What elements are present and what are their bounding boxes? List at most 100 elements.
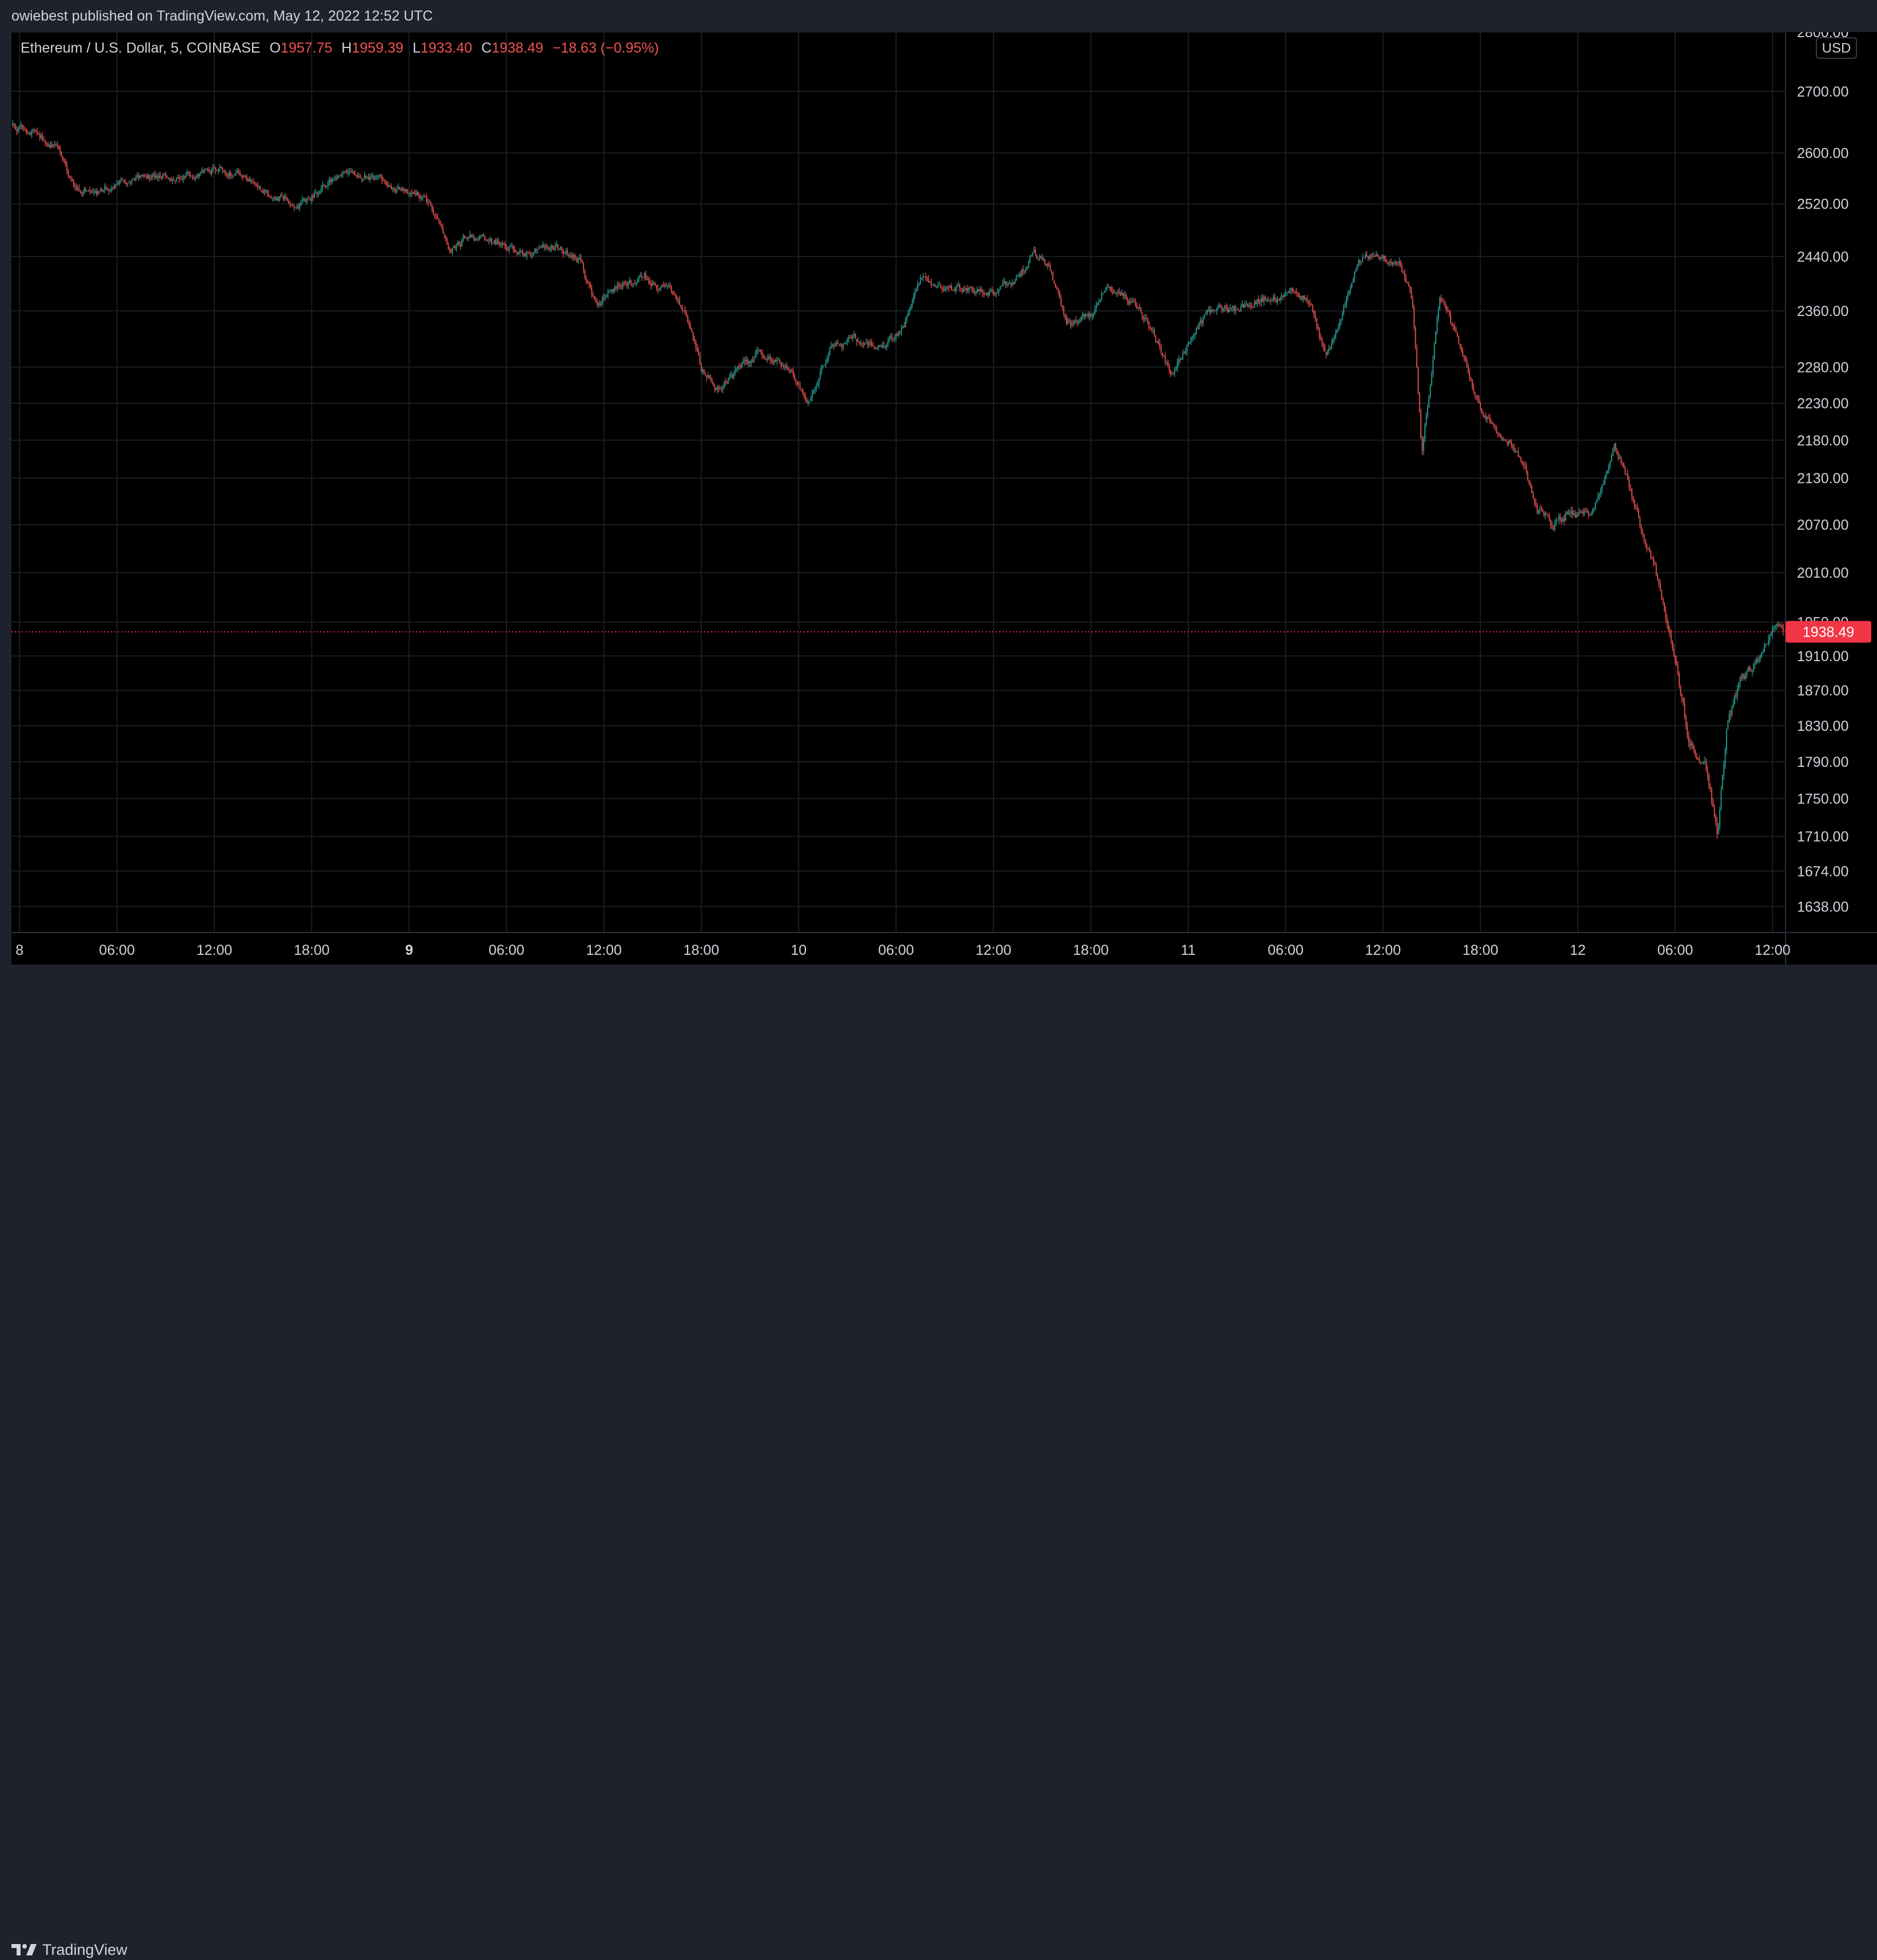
candle-body [922,276,924,278]
candle-body [96,191,97,194]
candle-body [961,288,963,291]
candle-body [263,190,265,194]
candle-body [235,173,237,174]
candle-body [1181,358,1182,360]
candle-body [1481,409,1483,414]
candle-body [1467,365,1469,373]
candle-body [137,175,138,177]
candle-body [1673,648,1675,655]
candle-body [1683,698,1684,703]
candle-body [478,235,480,239]
candle-body [1425,415,1427,425]
currency-badge[interactable]: USD [1816,37,1857,59]
candle-body [1171,374,1173,375]
candle-body [1227,308,1228,313]
candle-body [1508,440,1509,445]
candle-body [1316,318,1317,327]
candle-body [201,170,203,173]
candle-body [1428,396,1430,407]
candle-body [85,189,87,192]
candle-body [460,245,461,246]
candle-body [993,292,995,295]
candle-body [440,221,441,226]
candle-body [462,235,464,240]
candle-body [331,179,333,182]
candle-body [292,205,294,206]
candle-body [1405,277,1407,283]
candle-body [1066,318,1067,324]
candle-body [493,240,495,243]
candle-body [16,129,18,132]
change-value: −18.63 (−0.95%) [553,40,659,56]
candle-body [1278,299,1280,300]
candle-body [354,173,356,175]
candle-body [1341,313,1343,319]
time-axis[interactable]: 8 06:00 12:00 18:00 9 06:00 12:00 18:00 10 06:00 1… [15,942,1790,958]
candle-body [980,289,982,292]
candle-body [67,170,69,176]
candle-body [1098,300,1100,303]
candle-body [1033,249,1035,253]
open-value: 1957.75 [281,40,332,56]
candle-body [1232,306,1233,308]
candle-body [1355,269,1357,272]
candle-body [391,186,392,189]
candle-body [1677,665,1679,674]
candle-body [894,338,896,339]
candle-body [1769,635,1771,640]
candle-body [584,271,586,278]
candle-body [1687,726,1688,737]
candle-body [274,197,276,200]
candle-body [101,189,103,191]
time-tick-label: 12:00 [1755,942,1791,958]
candle-body [698,351,700,356]
candle-body [832,345,833,346]
candle-body [1758,658,1760,662]
candle-body [500,243,502,245]
candle-body [953,290,955,291]
candle-body [1216,309,1217,311]
candle-body [1576,515,1578,518]
price-chart[interactable]: 2800.002700.002600.002520.002440.002360.… [11,25,1877,965]
candle-body [1273,297,1274,301]
candle-body [549,250,550,251]
candle-body [1317,326,1319,329]
candle-body [218,168,219,171]
candle-body [886,345,888,348]
candle-body [842,343,844,347]
chart-area[interactable]: 2800.00 2700.00 2600.00 2520.00 2440.00 2360.… [11,25,1877,965]
candle-body [556,244,557,246]
candle-body [1002,282,1004,286]
candle-body [1019,274,1020,277]
candle-body [1695,751,1696,757]
candle-body [658,289,660,290]
candle-body [542,245,544,248]
candle-body [752,360,753,362]
candle-body [1028,262,1029,267]
candle-body [810,398,812,402]
candle-body [1578,512,1580,515]
candle-body [1367,257,1369,259]
candle-body [285,197,287,198]
candle-body [1562,518,1564,522]
candle-body [1420,412,1421,439]
candle-body [153,174,154,175]
candle-body [1761,653,1763,657]
candle-body [617,284,618,289]
candle-body [1079,319,1081,322]
candle-body [1452,325,1454,326]
time-tick-label: 06:00 [489,942,525,958]
candle-body [878,345,879,347]
candle-body [1653,558,1654,563]
candle-body [473,237,475,241]
candle-body [1470,377,1472,380]
candle-body [284,197,285,199]
tradingview-logo[interactable]: TradingView [11,1939,127,1960]
candle-body [267,193,269,196]
candle-body [1157,341,1159,343]
candle-body [316,192,318,194]
candle-body [338,175,340,177]
candle-body [987,293,989,295]
candle-body [920,277,921,283]
candle-body [1740,677,1742,678]
